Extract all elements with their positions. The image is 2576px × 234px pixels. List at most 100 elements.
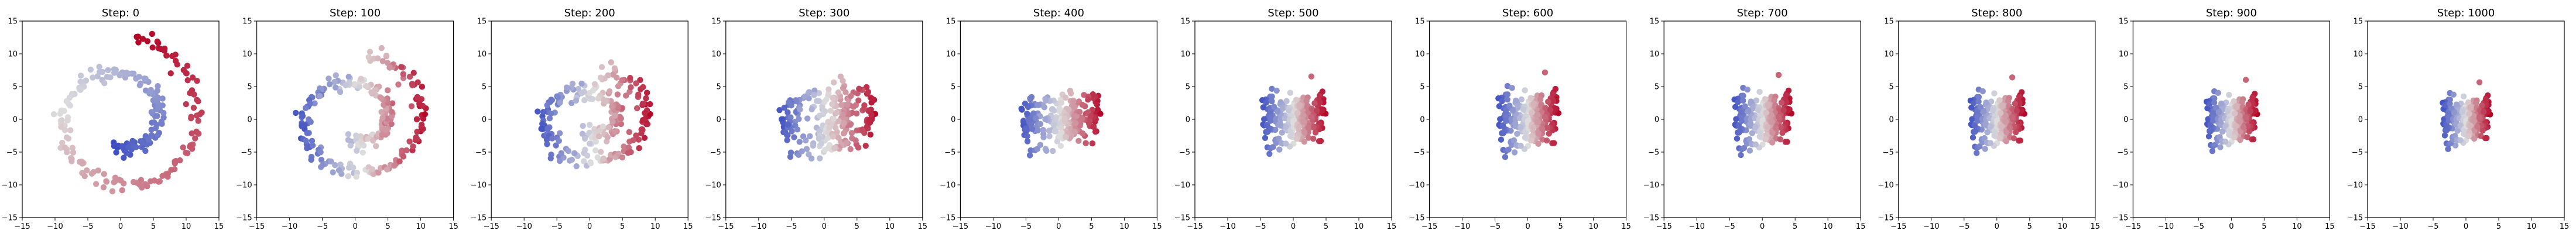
y-tick-label: 0 [13,116,18,125]
data-point [59,139,66,146]
data-point [1529,132,1536,139]
data-point [1739,97,1746,104]
data-point [1778,99,1785,106]
y-tick-label: −5 [944,149,955,157]
y-tick-label: 15 [946,18,956,26]
y-tick-label: 10 [1180,50,1190,59]
data-point [796,139,803,145]
data-point [1980,108,1987,115]
data-point [2236,118,2243,125]
x-tick-label: −10 [2158,222,2174,231]
y-tick-label: 0 [1186,116,1190,125]
data-point [375,169,382,176]
data-point [608,59,615,66]
y-tick-label: −15 [471,214,487,223]
data-point [840,85,847,91]
data-point [1756,88,1763,95]
data-point [94,73,101,80]
data-point [1022,100,1029,107]
data-point [416,101,423,107]
y-tick-label: −5 [1648,149,1659,157]
data-point [1094,101,1100,108]
data-point [549,135,556,142]
data-point [556,137,562,144]
data-point [408,103,415,109]
data-point [1266,150,1273,157]
data-point [1509,108,1516,114]
data-point [802,137,809,144]
data-point [1968,104,1975,111]
data-point [630,137,636,143]
data-point [1535,140,1542,147]
data-point [1525,118,1532,124]
y-tick-label: −5 [475,149,487,157]
data-point [195,98,201,105]
data-point [2012,100,2018,107]
data-point [1301,139,1308,145]
y-tick-label: 15 [711,18,721,26]
data-point [192,135,198,142]
data-point [1300,118,1307,125]
data-point [1056,108,1063,115]
data-point [605,124,612,130]
data-point [2016,93,2023,100]
data-point [1530,100,1537,107]
data-point [1742,103,1748,109]
data-point [138,144,145,150]
data-point [1769,129,1776,136]
data-point [1736,129,1742,136]
data-point [793,98,800,105]
data-point [826,124,833,131]
data-point [1034,101,1041,108]
data-point [847,146,854,153]
data-point [410,70,417,76]
x-tick-label: −15 [2125,222,2141,231]
data-point [352,132,359,139]
data-point [1314,107,1320,114]
data-point [1037,142,1044,148]
data-point [119,143,126,150]
data-point [142,147,149,154]
data-point [309,142,316,149]
data-point [1543,137,1550,144]
data-point [378,95,385,102]
data-point [1975,94,1982,101]
data-point [111,70,118,76]
data-point [1504,91,1511,98]
data-point [1028,121,1034,128]
data-point [1273,87,1280,94]
data-point [816,112,823,119]
panel-200: Step: 200 −15 −10 −5 0 5 10 15 −15 −10 −5 0 5 10 15 [471,7,693,231]
data-point [422,111,429,118]
data-point [1272,126,1279,133]
data-point [119,187,125,194]
data-point [113,149,119,156]
data-point [1987,140,1994,146]
data-point [87,66,94,73]
data-point [595,95,602,102]
data-point [619,154,626,161]
data-point [1301,129,1308,136]
data-point [1024,111,1030,117]
data-point [1505,146,1512,153]
data-point [345,131,352,137]
data-point [2205,133,2212,140]
data-point [2013,108,2020,114]
data-point [81,173,88,180]
data-point [1277,99,1284,105]
data-point [369,166,376,173]
data-point [1969,134,1976,141]
y-tick-label: 10 [477,50,487,59]
data-point [1092,128,1099,135]
data-point [1057,143,1064,149]
y-tick-label: −5 [710,149,721,157]
data-point [1032,115,1039,122]
data-point [825,86,832,92]
x-tick-label: 0 [118,222,123,231]
data-point [848,93,854,99]
data-point [639,101,646,107]
data-point [1054,138,1061,144]
data-point [1984,129,1991,136]
y-tick-label: −5 [241,149,252,157]
data-point [383,166,390,173]
